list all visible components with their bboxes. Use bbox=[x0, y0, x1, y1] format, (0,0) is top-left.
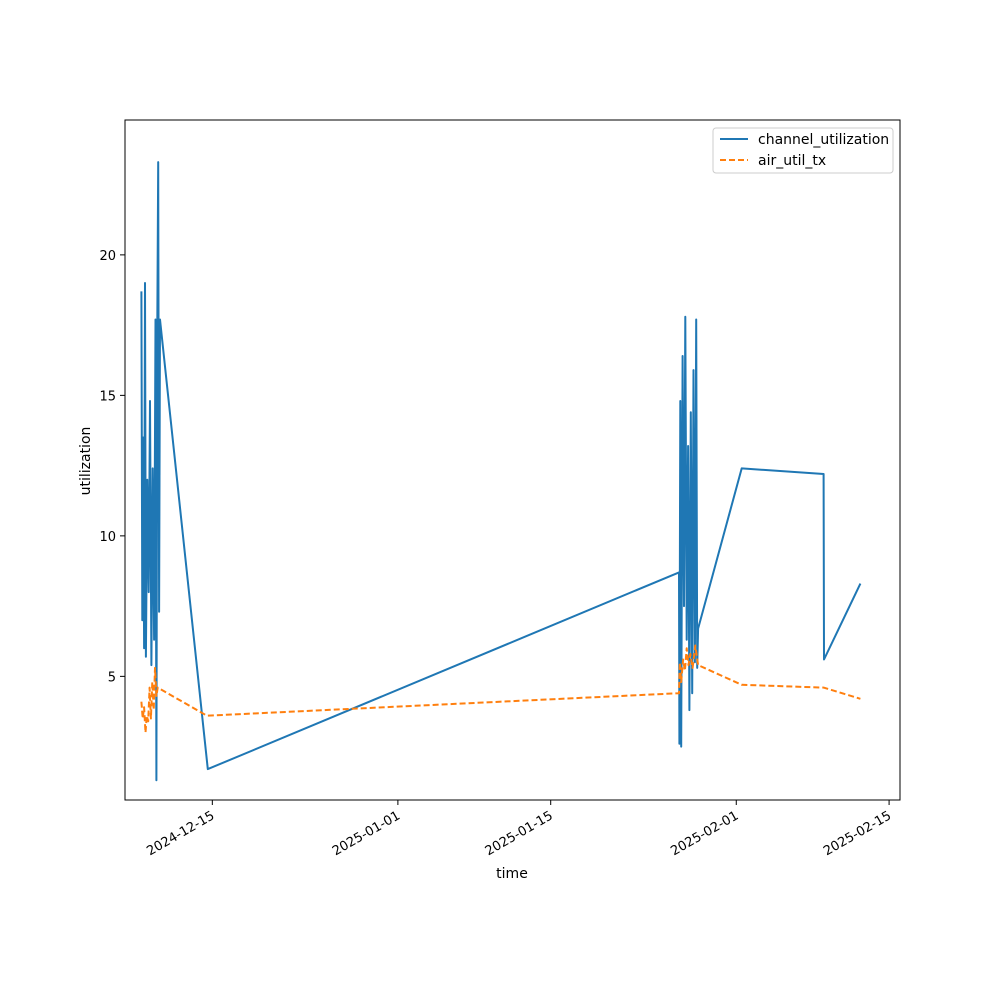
series-layer bbox=[140, 161, 862, 782]
y-tick-label: 5 bbox=[108, 670, 116, 685]
y-axis-label: utilization bbox=[78, 427, 94, 496]
y-tick-label: 15 bbox=[99, 389, 116, 404]
legend-label-channel-utilization: channel_utilization bbox=[758, 132, 889, 148]
series-line-air-util-tx bbox=[140, 644, 861, 734]
legend: channel_utilization air_util_tx bbox=[712, 127, 894, 174]
y-axis: 5 10 15 20 bbox=[99, 249, 125, 685]
y-tick-label: 10 bbox=[99, 530, 116, 545]
legend-label-air-util-tx: air_util_tx bbox=[758, 153, 826, 169]
series-line-channel-utilization bbox=[140, 161, 862, 782]
y-tick-label: 20 bbox=[99, 249, 116, 264]
x-axis-label: time bbox=[496, 866, 528, 882]
plot-frame bbox=[124, 119, 901, 801]
legend-box bbox=[712, 127, 894, 174]
